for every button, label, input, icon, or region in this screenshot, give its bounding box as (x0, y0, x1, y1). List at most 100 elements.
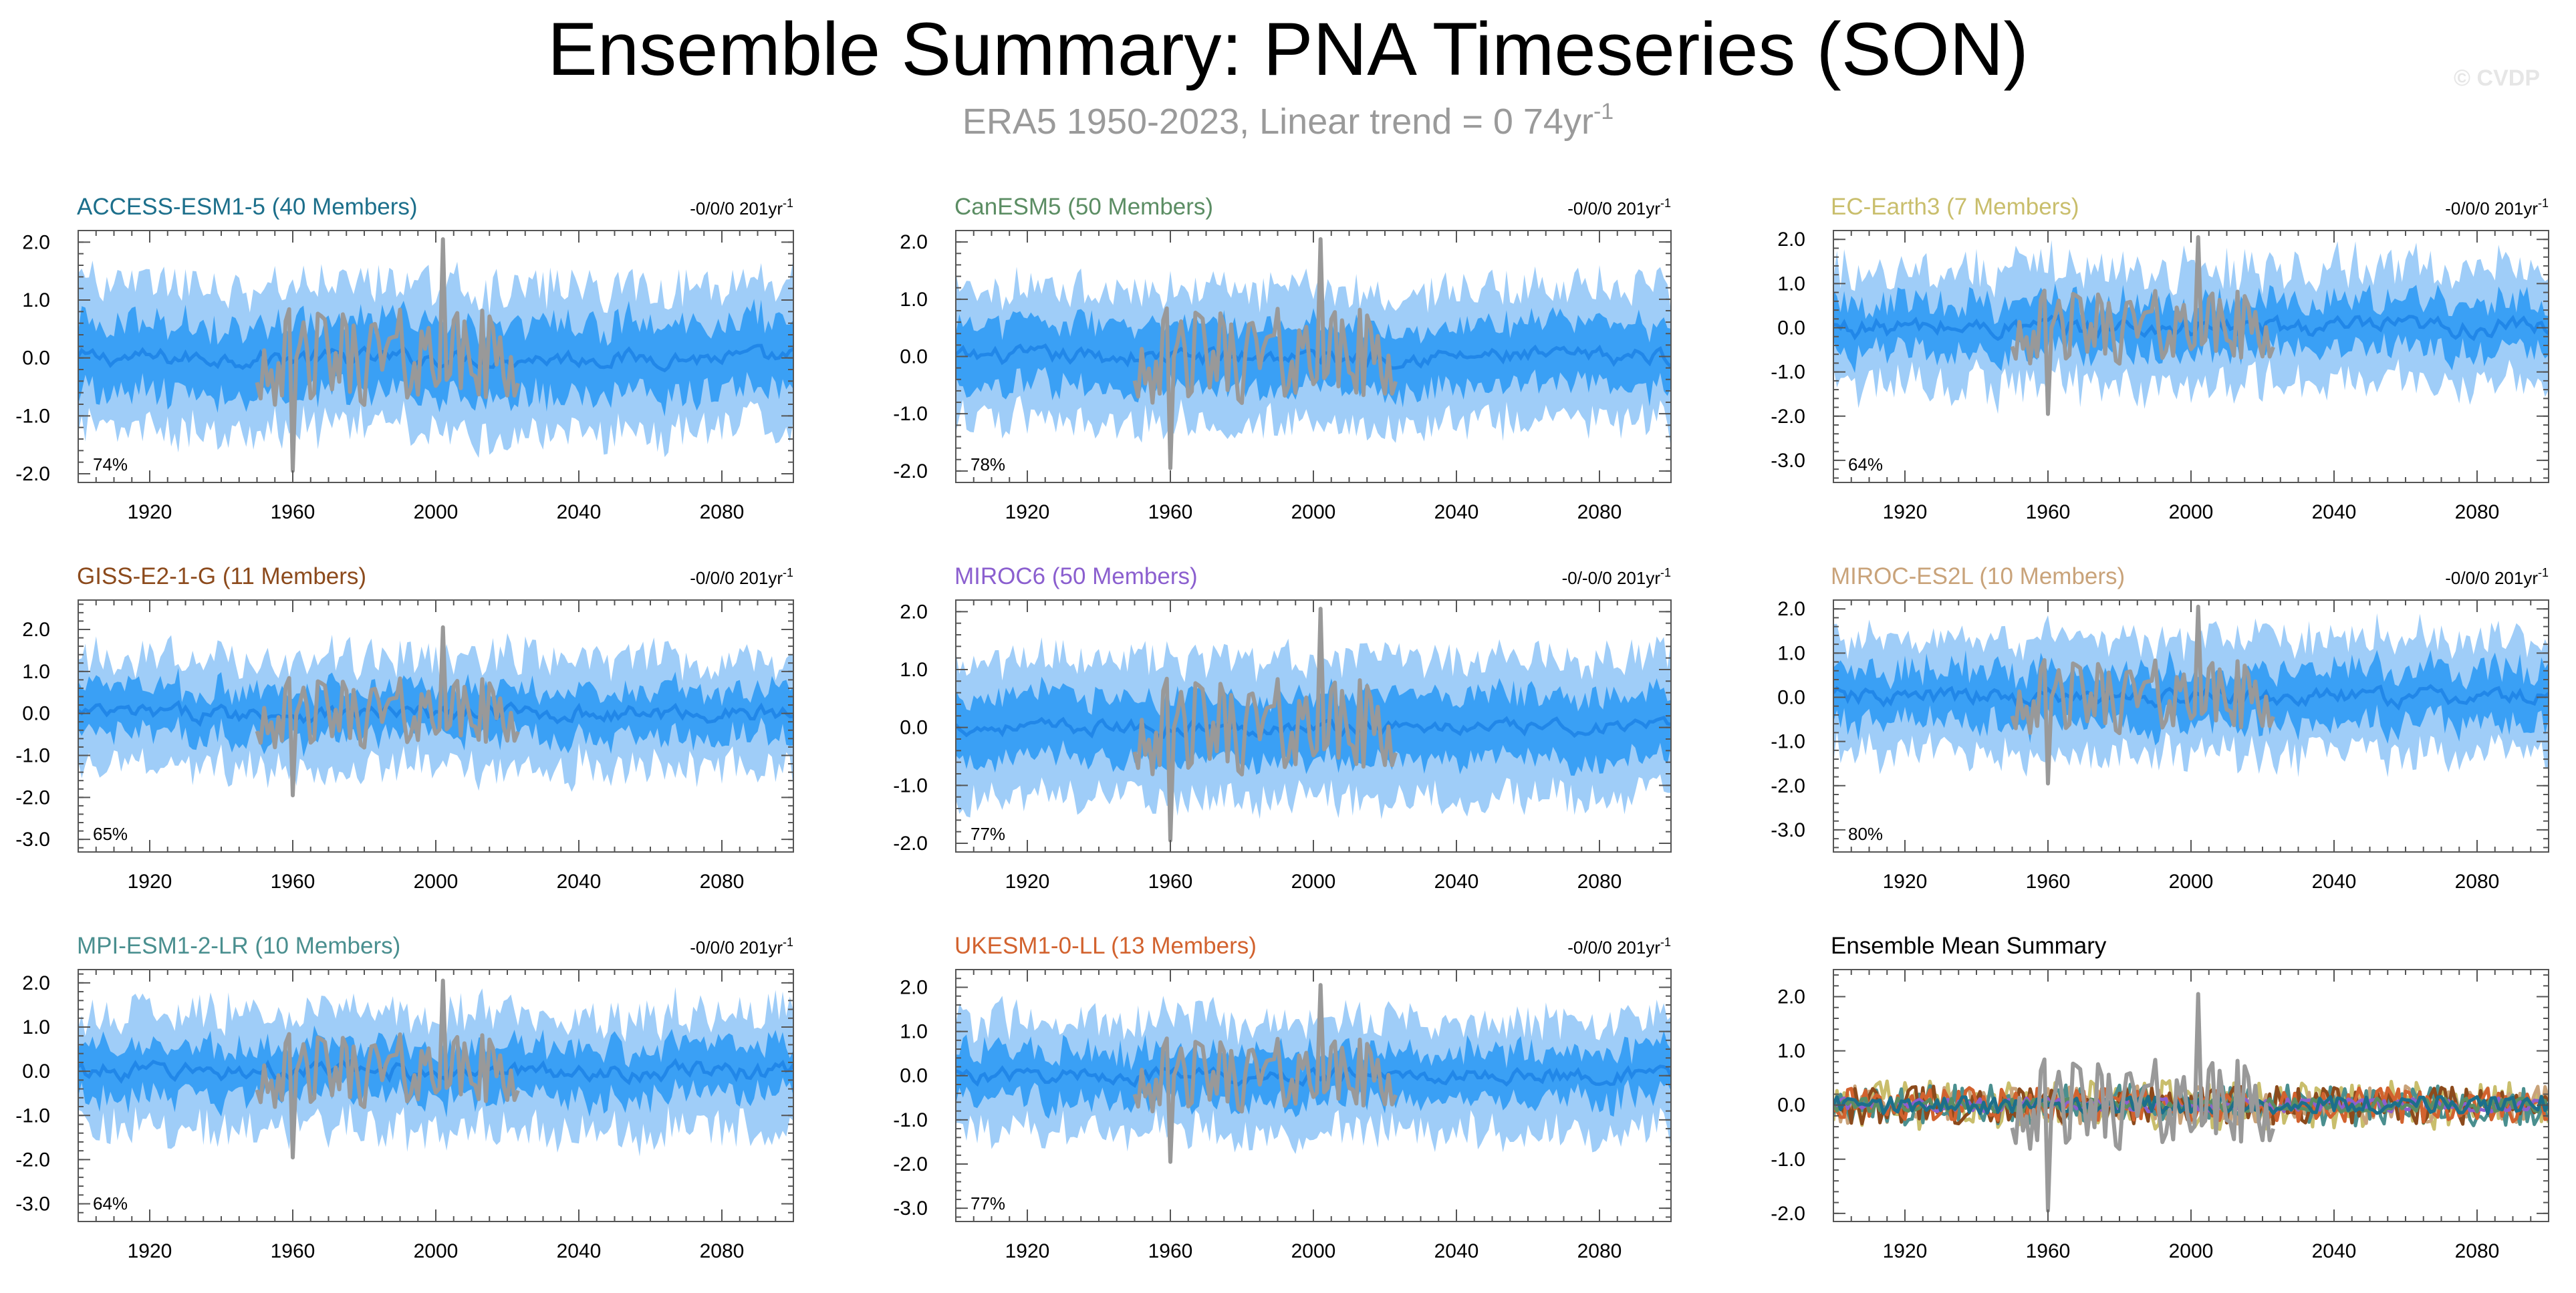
x-tick-label: 2000 (1291, 1240, 1336, 1262)
x-tick-label: 1920 (1005, 1240, 1050, 1262)
trend-label: -0/0/0 201yr-1 (2445, 196, 2549, 219)
series-era5-line (1132, 607, 1398, 843)
x-tick-label: 1920 (1883, 501, 1928, 523)
panel-canesm5: 78% -0/0/0 201yr-1 1920 1960 2000 2040 2080 2.0… (893, 194, 1672, 523)
plot-area (1833, 604, 2549, 786)
y-tick-label: -3.0 (15, 829, 50, 851)
panel-title: ACCESS-ESM1-5 (40 Members) (77, 194, 418, 220)
x-tick-label: 1920 (1883, 1240, 1928, 1262)
panel-title: UKESM1-0-LL (13 Members) (954, 933, 1257, 959)
x-tick-label: 1960 (271, 1240, 315, 1262)
panels-container: 74% -0/0/0 201yr-1 1920 1960 2000 2040 2080 2.0… (15, 194, 2549, 1262)
x-tick-label: 2040 (557, 1240, 602, 1262)
y-tick-label: 2.0 (1777, 229, 1805, 251)
series-era5-line (2010, 992, 2275, 1213)
series-ensemble-mean-line (956, 1064, 1671, 1088)
x-tick-label: 2040 (2312, 871, 2357, 893)
trend-label: -0/-0/0 201yr-1 (1562, 566, 1671, 588)
trend-label: -0/0/0 201yr-1 (690, 196, 793, 219)
y-tick-label: -2.0 (893, 1153, 928, 1175)
y-tick-label: -2.0 (15, 463, 50, 485)
y-tick-label: 1.0 (900, 289, 928, 311)
plot-area (1833, 235, 2549, 416)
x-tick-label: 2000 (2169, 501, 2214, 523)
trend-label: -0/0/0 201yr-1 (2445, 566, 2549, 588)
series-line-canesm5 (1833, 1096, 2549, 1114)
percent-label: 74% (93, 454, 128, 474)
y-tick-label: 0.0 (22, 347, 50, 370)
figure-subtitle: ERA5 1950-2023, Linear trend = 0 74yr-1 (962, 99, 1614, 142)
series-era5-line (255, 625, 520, 798)
y-tick-label: -2.0 (15, 786, 50, 809)
y-tick-label: -2.0 (893, 833, 928, 855)
x-tick-label: 2040 (1434, 501, 1479, 523)
x-tick-label: 1960 (1148, 871, 1193, 893)
series-ensemble-mean-line (1833, 684, 2549, 711)
y-tick-label: -1.0 (15, 744, 50, 766)
y-tick-label: -3.0 (1771, 450, 1805, 472)
y-tick-label: -2.0 (893, 460, 928, 482)
panel-access: 74% -0/0/0 201yr-1 1920 1960 2000 2040 2080 2.0… (15, 194, 794, 523)
series-era5-line (255, 978, 520, 1160)
panel-miroc6: 77% -0/-0/0 201yr-1 1920 1960 2000 2040 2080 2.… (893, 563, 1672, 893)
panel-title: MIROC-ES2L (10 Members) (1831, 563, 2125, 589)
x-tick-label: 1920 (128, 1240, 172, 1262)
x-tick-label: 1960 (1148, 1240, 1193, 1262)
panel-summary: 1920 1960 2000 2040 2080 2.0 1.0 0.0 -1.0 -2.0 Ens… (1771, 933, 2549, 1262)
x-tick-label: 2000 (414, 501, 459, 523)
trend-label: -0/0/0 201yr-1 (1567, 196, 1671, 219)
y-tick-label: 0.0 (900, 346, 928, 368)
y-tick-label: 2.0 (900, 231, 928, 253)
y-tick-label: 2.0 (22, 231, 50, 253)
y-tick-label: 1.0 (22, 289, 50, 311)
percent-label: 64% (1848, 454, 1883, 474)
trend-label: -0/0/0 201yr-1 (1567, 936, 1671, 958)
x-tick-label: 2080 (700, 501, 745, 523)
series-ensemble-mean-line (1833, 313, 2549, 341)
y-tick-label: 2.0 (1777, 986, 1805, 1008)
plot-area (78, 625, 793, 798)
plot-area (956, 607, 1671, 843)
x-tick-label: 2000 (1291, 871, 1336, 893)
y-tick-label: -2.0 (1771, 406, 1805, 428)
y-tick-label: 2.0 (900, 976, 928, 998)
x-tick-label: 2040 (2312, 501, 2357, 523)
x-tick-label: 2080 (700, 1240, 745, 1262)
series-era5-line (1132, 983, 1398, 1164)
plot-area (956, 983, 1671, 1164)
y-tick-label: -1.0 (15, 1105, 50, 1127)
y-tick-label: 1.0 (900, 1021, 928, 1043)
y-tick-label: 1.0 (22, 1016, 50, 1038)
y-tick-label: -1.0 (15, 405, 50, 427)
percent-label: 78% (971, 454, 1005, 474)
percent-label: 64% (93, 1193, 128, 1213)
panel-title: MPI-ESM1-2-LR (10 Members) (77, 933, 400, 959)
x-tick-label: 1960 (2026, 871, 2071, 893)
y-tick-label: 2.0 (22, 619, 50, 641)
x-tick-label: 2080 (1577, 1240, 1622, 1262)
y-tick-label: -1.0 (1771, 362, 1805, 384)
y-tick-label: -1.0 (1771, 731, 1805, 753)
subtitle-superscript: -1 (1593, 99, 1614, 124)
y-tick-label: 0.0 (22, 703, 50, 725)
trend-label: -0/0/0 201yr-1 (690, 936, 793, 958)
x-tick-label: 1920 (1005, 871, 1050, 893)
series-era5-line (255, 237, 520, 473)
series-ensemble-mean-line (956, 343, 1671, 370)
trend-label: -0/0/0 201yr-1 (690, 566, 793, 588)
x-tick-label: 1960 (271, 871, 315, 893)
x-tick-label: 2000 (414, 871, 459, 893)
plot-area (78, 237, 793, 473)
y-tick-label: -1.0 (1771, 1149, 1805, 1171)
subtitle-text: ERA5 1950-2023, Linear trend = 0 74yr (962, 102, 1593, 142)
y-tick-label: -2.0 (1771, 1203, 1805, 1225)
series-inner-band (78, 1025, 793, 1118)
panel-title: GISS-E2-1-G (11 Members) (77, 563, 366, 589)
percent-label: 77% (971, 1193, 1005, 1213)
y-tick-label: 2.0 (1777, 598, 1805, 620)
panel-title: MIROC6 (50 Members) (954, 563, 1198, 589)
y-tick-label: 1.0 (1777, 642, 1805, 664)
plot-area (78, 978, 793, 1160)
figure-title: Ensemble Summary: PNA Timeseries (SON) (547, 7, 2029, 91)
